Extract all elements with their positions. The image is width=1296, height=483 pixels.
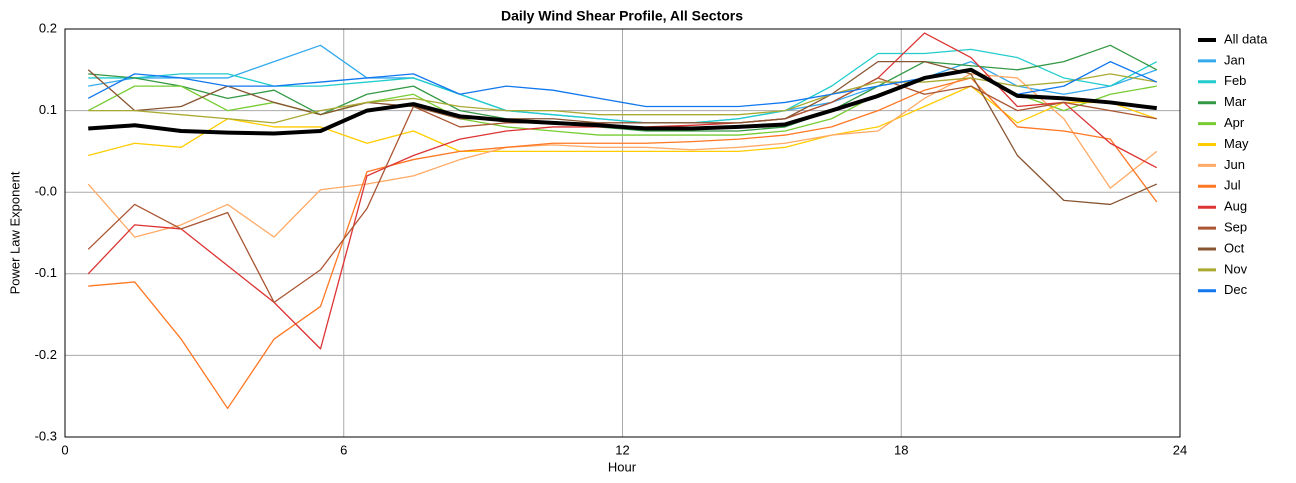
y-tick-label: -0.0 [35, 184, 57, 199]
plot-frame [64, 28, 1181, 438]
legend-label: Jan [1224, 52, 1245, 67]
legend-label: Oct [1224, 240, 1245, 255]
legend-label: Dec [1224, 282, 1248, 297]
legend-label: All data [1224, 31, 1268, 46]
x-axis-label: Hour [608, 459, 637, 474]
legend-label: Mar [1224, 94, 1247, 109]
series-line [88, 77, 1158, 410]
series-line [88, 85, 1157, 157]
legend-label: May [1224, 136, 1249, 151]
legend-label: Jul [1224, 178, 1241, 193]
series-line [88, 67, 1158, 136]
y-tick-label: -0.2 [35, 347, 57, 362]
y-tick-label: 0.1 [39, 102, 57, 117]
x-tick-label: 12 [615, 442, 629, 457]
y-tick-label: -0.1 [35, 265, 57, 280]
legend-label: Aug [1224, 199, 1247, 214]
y-tick-label: -0.3 [35, 428, 57, 443]
series-line [88, 48, 1158, 124]
series-line [87, 60, 1158, 206]
legend-label: Jun [1224, 157, 1245, 172]
y-tick-label: 0.2 [39, 20, 57, 35]
legend-label: Feb [1224, 73, 1246, 88]
chart-title: Daily Wind Shear Profile, All Sectors [501, 8, 743, 24]
series-line [88, 73, 1157, 124]
legend-label: Nov [1224, 261, 1248, 276]
y-axis-label: Power Law Exponent [7, 171, 22, 294]
x-tick-label: 6 [340, 442, 347, 457]
x-tick-label: 18 [894, 442, 908, 457]
legend-label: Apr [1224, 115, 1245, 130]
legend-label: Sep [1224, 220, 1247, 235]
x-tick-label: 24 [1173, 442, 1187, 457]
x-tick-label: 0 [61, 442, 68, 457]
